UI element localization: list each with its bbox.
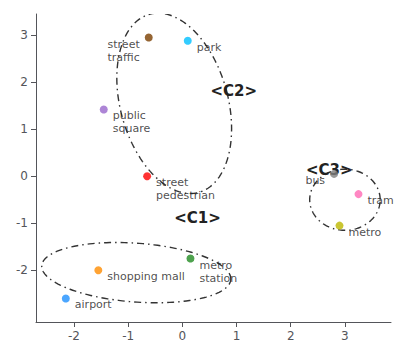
svg-text:<C3>: <C3> bbox=[305, 160, 353, 179]
svg-text:3: 3 bbox=[20, 28, 28, 42]
svg-text:street: street bbox=[156, 176, 189, 189]
svg-text:metro: metro bbox=[199, 259, 232, 272]
svg-text:2: 2 bbox=[20, 75, 28, 89]
svg-text:metro: metro bbox=[349, 226, 382, 239]
svg-text:pedestrian: pedestrian bbox=[156, 189, 215, 202]
svg-text:<C2>: <C2> bbox=[211, 82, 258, 100]
svg-text:3: 3 bbox=[341, 329, 349, 343]
svg-text:public: public bbox=[113, 109, 146, 122]
svg-text:bus: bus bbox=[305, 174, 325, 187]
svg-text:park: park bbox=[197, 41, 222, 54]
svg-text:street: street bbox=[108, 38, 141, 51]
svg-text:-1: -1 bbox=[122, 329, 134, 343]
svg-text:-1: -1 bbox=[16, 216, 28, 230]
svg-text:-2: -2 bbox=[68, 329, 80, 343]
svg-text:1: 1 bbox=[233, 329, 241, 343]
svg-text:shopping mall: shopping mall bbox=[107, 270, 184, 283]
svg-text:0: 0 bbox=[20, 169, 28, 183]
svg-text:traffic: traffic bbox=[107, 51, 139, 64]
svg-text:tram: tram bbox=[367, 194, 393, 207]
svg-text:1: 1 bbox=[20, 122, 28, 136]
svg-text:<C1>: <C1> bbox=[174, 209, 221, 227]
svg-text:station: station bbox=[199, 272, 237, 285]
svg-text:airport: airport bbox=[75, 298, 113, 311]
svg-text:-2: -2 bbox=[16, 263, 28, 277]
svg-text:square: square bbox=[113, 122, 151, 135]
svg-text:0: 0 bbox=[179, 329, 187, 343]
svg-text:2: 2 bbox=[287, 329, 295, 343]
